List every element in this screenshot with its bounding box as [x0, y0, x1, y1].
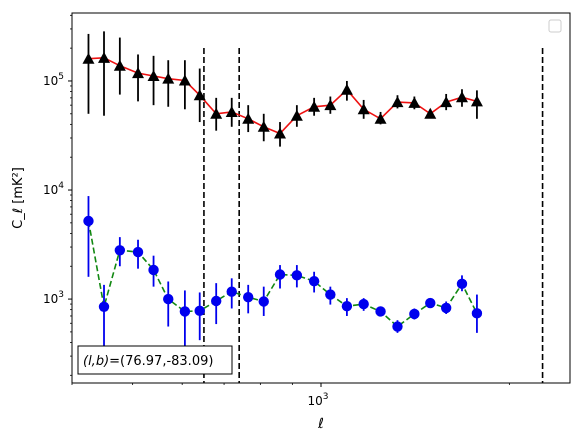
circle-marker — [258, 296, 269, 307]
triangle-marker — [210, 107, 223, 119]
triangle-marker — [225, 105, 238, 117]
circle-marker — [226, 286, 237, 297]
circle-marker — [291, 270, 303, 281]
triangle-marker — [408, 96, 421, 108]
x-tick-label: 103 — [307, 392, 328, 408]
circle-marker — [375, 306, 386, 317]
circle-marker — [471, 308, 483, 319]
circle-marker — [308, 275, 320, 287]
triangle-marker — [132, 67, 145, 79]
triangle-marker — [98, 51, 111, 63]
annotation-prefix: (l,b) — [83, 354, 109, 369]
triangle-marker — [193, 89, 206, 101]
series-0-line — [88, 56, 478, 135]
y-tick-base: 10 — [43, 183, 58, 197]
triangle-marker — [340, 83, 353, 95]
triangle-marker — [424, 107, 437, 119]
annotation-text: (l,b)=(76.97,-83.09) — [83, 354, 213, 369]
triangle-marker — [162, 72, 175, 84]
circle-marker — [440, 302, 452, 314]
y-tick-base: 10 — [43, 74, 58, 88]
triangle-marker — [290, 109, 303, 121]
x-axis-label: ℓ — [317, 416, 324, 432]
y-tick-label: 105 — [43, 72, 64, 88]
triangle-marker — [178, 74, 191, 86]
x-tick-base: 10 — [307, 394, 322, 408]
y-tick-exponent: 3 — [58, 290, 64, 300]
data-series — [82, 31, 483, 360]
y-tick-base: 10 — [43, 292, 58, 306]
triangle-marker — [113, 59, 126, 71]
annotation-box — [77, 345, 233, 375]
series-1 — [83, 196, 483, 360]
triangle-marker — [470, 95, 483, 107]
circle-marker — [132, 246, 144, 258]
circle-marker — [325, 289, 336, 300]
triangle-marker — [308, 100, 321, 112]
annotation-value: =(76.97,-83.09) — [109, 354, 213, 369]
circle-marker — [341, 301, 353, 312]
circle-marker — [456, 278, 468, 290]
y-axis-label: C_ℓ [mK²] — [11, 167, 26, 229]
circle-marker — [163, 293, 174, 305]
triangle-marker — [242, 112, 255, 124]
circle-marker — [98, 301, 110, 312]
plot-frame — [71, 12, 571, 384]
triangle-marker — [257, 120, 270, 132]
series-0 — [82, 31, 483, 147]
legend-box — [548, 19, 562, 33]
x-tick-exponent: 3 — [323, 392, 329, 402]
circle-marker — [114, 245, 126, 256]
circle-marker — [194, 305, 205, 317]
triangle-marker — [147, 70, 160, 82]
circle-marker — [392, 321, 403, 332]
triangle-marker — [374, 112, 387, 124]
triangle-marker — [391, 96, 404, 108]
y-tick-label: 104 — [43, 181, 64, 197]
y-tick-exponent: 5 — [58, 72, 64, 82]
coordinate-annotation: (l,b)=(76.97,-83.09) — [77, 345, 233, 375]
circle-marker — [243, 292, 254, 303]
circle-marker — [83, 215, 94, 227]
circle-marker — [210, 295, 222, 307]
circle-marker — [179, 306, 191, 317]
circle-marker — [274, 269, 286, 280]
triangle-marker — [357, 103, 370, 115]
triangle-marker — [324, 99, 337, 111]
circle-marker — [148, 264, 159, 276]
circle-marker — [409, 308, 420, 320]
vertical-lines — [203, 48, 544, 383]
triangle-marker — [274, 127, 287, 139]
triangle-marker — [455, 91, 468, 103]
x-axis-ticks: 103 — [71, 383, 510, 408]
y-tick-label: 103 — [43, 290, 64, 306]
y-tick-exponent: 4 — [58, 181, 64, 191]
circle-marker — [358, 298, 369, 310]
triangle-marker — [82, 52, 95, 64]
circle-marker — [425, 297, 436, 309]
triangle-marker — [440, 96, 453, 108]
